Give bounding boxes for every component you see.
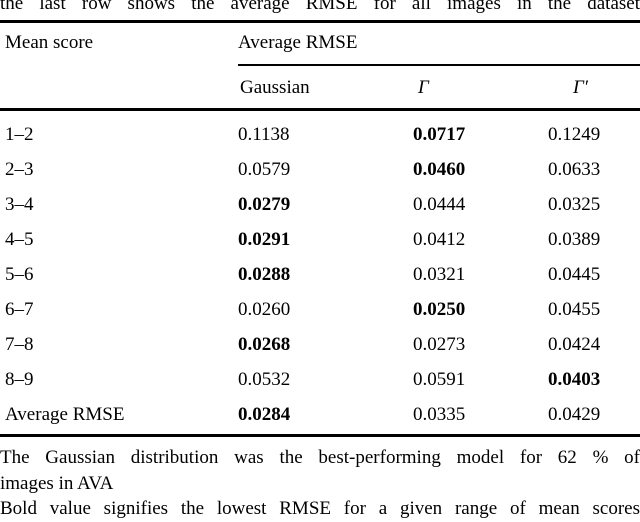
rmse-value-cell: 0.0335 xyxy=(413,404,466,425)
rmse-value-cell: 0.0291 xyxy=(238,229,291,250)
table-row: 6–7 0.0260 0.0250 0.0455 xyxy=(0,292,640,327)
note-bold-value: Bold value signifies the lowest RMSE for… xyxy=(0,498,640,519)
table-body: 1–2 0.1138 0.0717 0.1249 2–3 0.0579 0.0460 0.06… xyxy=(0,117,640,432)
note-gaussian-line1: The Gaussian distribution was the best-p… xyxy=(0,447,640,468)
rmse-value-cell: 0.0284 xyxy=(238,404,291,425)
rmse-value-cell: 0.0412 xyxy=(413,229,466,250)
rmse-value-cell: 0.0591 xyxy=(413,369,466,390)
rmse-value-cell: 0.0403 xyxy=(548,369,601,390)
table-row: 1–2 0.1138 0.0717 0.1249 xyxy=(0,117,640,152)
rmse-value-cell: 0.0288 xyxy=(238,264,291,285)
rmse-value-cell: 0.0268 xyxy=(238,334,291,355)
rmse-value-cell: 0.0445 xyxy=(548,264,601,285)
subheader-gamma-prime: Γ′ xyxy=(573,77,588,98)
mean-score-cell: 5–6 xyxy=(5,264,34,285)
table-row: 3–4 0.0279 0.0444 0.0325 xyxy=(0,187,640,222)
spanner-rule xyxy=(238,64,640,66)
rmse-value-cell: 0.1249 xyxy=(548,124,601,145)
mean-score-cell: 7–8 xyxy=(5,334,34,355)
rmse-value-cell: 0.0250 xyxy=(413,299,466,320)
rmse-table: 1–2 0.1138 0.0717 0.1249 2–3 0.0579 0.0460 0.06… xyxy=(0,117,640,432)
rmse-value-cell: 0.1138 xyxy=(238,124,290,145)
table-caption-clipped: the last row shows the average RMSE for … xyxy=(0,0,640,14)
rmse-value-cell: 0.0325 xyxy=(548,194,601,215)
table-row: 8–9 0.0532 0.0591 0.0403 xyxy=(0,362,640,397)
table-row: 4–5 0.0291 0.0412 0.0389 xyxy=(0,222,640,257)
rmse-value-cell: 0.0429 xyxy=(548,404,601,425)
rmse-value-cell: 0.0455 xyxy=(548,299,601,320)
table-notes: The Gaussian distribution was the best-p… xyxy=(0,445,640,522)
mean-score-cell: 1–2 xyxy=(5,124,34,145)
rmse-value-cell: 0.0273 xyxy=(413,334,466,355)
mean-score-cell: 4–5 xyxy=(5,229,34,250)
mean-score-cell: 3–4 xyxy=(5,194,34,215)
table-rule-mid xyxy=(0,108,640,111)
note-gaussian-line2: images in AVA xyxy=(0,472,114,494)
rmse-value-cell: 0.0633 xyxy=(548,159,601,180)
mean-score-cell: Average RMSE xyxy=(5,404,125,425)
group-header-average-rmse: Average RMSE xyxy=(238,32,358,53)
table-rule-bottom xyxy=(0,434,640,437)
mean-score-cell: 8–9 xyxy=(5,369,34,390)
subheader-gamma: Γ xyxy=(418,77,429,98)
rmse-value-cell: 0.0279 xyxy=(238,194,291,215)
column-header-mean-score: Mean score xyxy=(5,32,94,53)
table-rule-top xyxy=(0,20,640,23)
rmse-value-cell: 0.0389 xyxy=(548,229,601,250)
rmse-value-cell: 0.0424 xyxy=(548,334,601,355)
rmse-value-cell: 0.0321 xyxy=(413,264,466,285)
table-row: 5–6 0.0288 0.0321 0.0445 xyxy=(0,257,640,292)
rmse-value-cell: 0.0444 xyxy=(413,194,466,215)
rmse-value-cell: 0.0460 xyxy=(413,159,466,180)
subheader-gaussian: Gaussian xyxy=(240,77,310,98)
table-row: Average RMSE 0.0284 0.0335 0.0429 xyxy=(0,397,640,432)
rmse-value-cell: 0.0579 xyxy=(238,159,291,180)
table-row: 2–3 0.0579 0.0460 0.0633 xyxy=(0,152,640,187)
mean-score-cell: 6–7 xyxy=(5,299,34,320)
rmse-value-cell: 0.0260 xyxy=(238,299,291,320)
table-row: 7–8 0.0268 0.0273 0.0424 xyxy=(0,327,640,362)
rmse-value-cell: 0.0532 xyxy=(238,369,291,390)
mean-score-cell: 2–3 xyxy=(5,159,34,180)
rmse-value-cell: 0.0717 xyxy=(413,124,466,145)
